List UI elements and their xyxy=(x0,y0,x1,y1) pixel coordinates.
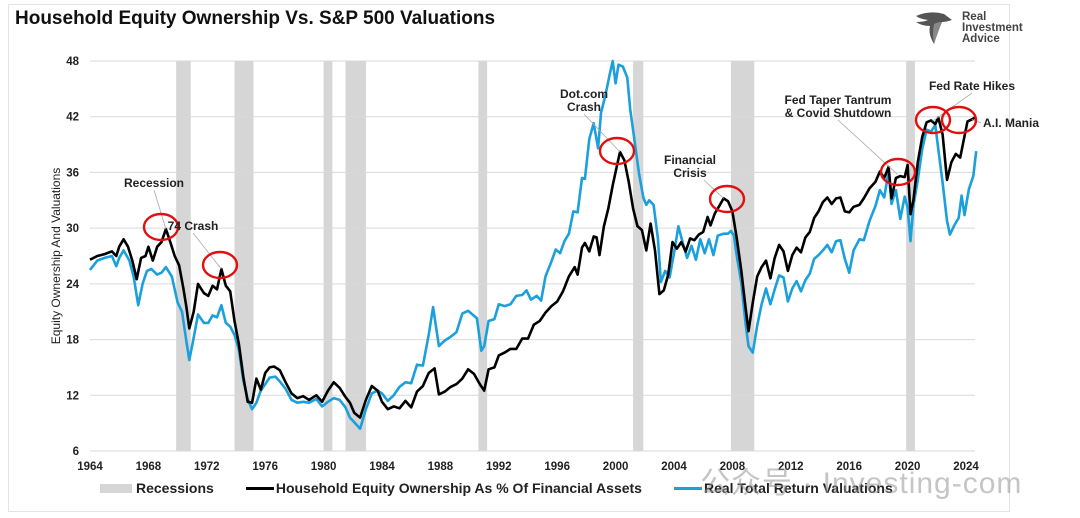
y-tick-label: 6 xyxy=(73,446,79,458)
y-tick-label: 18 xyxy=(66,335,79,347)
legend-item-recessions: Recessions xyxy=(100,480,214,496)
x-tick-label: 1988 xyxy=(428,461,454,473)
x-tick-label: 2020 xyxy=(895,461,921,473)
y-tick-label: 30 xyxy=(66,223,79,235)
recession-band xyxy=(345,61,366,451)
annotation-label: Recession xyxy=(124,176,184,190)
x-tick-label: 1980 xyxy=(311,461,337,473)
logo-line-2: Investment xyxy=(962,22,1023,34)
watermark: 公众号 · Investing-com xyxy=(700,467,1023,500)
x-tick-label: 2004 xyxy=(661,461,687,473)
recession-band xyxy=(633,61,644,451)
highlight-circle xyxy=(879,157,917,187)
annotation-label: 74 Crash xyxy=(168,219,219,233)
annotation-label: Crash xyxy=(567,100,601,114)
legend-swatch-household-equity xyxy=(245,486,274,490)
legend-swatch-recessions xyxy=(100,483,132,493)
logo-line-1: Real xyxy=(962,11,987,23)
highlight-circle xyxy=(201,250,239,280)
y-tick-label: 42 xyxy=(66,112,79,124)
annotation-leader xyxy=(153,189,167,230)
highlight-circle xyxy=(142,212,180,242)
brand-logo: Real Investment Advice xyxy=(912,10,1052,50)
legend-label-valuations: Real Total Return Valuations xyxy=(703,480,893,496)
recession-band xyxy=(478,61,488,451)
x-tick-label: 2016 xyxy=(836,461,862,473)
x-tick-label: 1984 xyxy=(369,461,395,473)
legend-swatch-valuations xyxy=(673,486,702,490)
annotation-label: Crisis xyxy=(673,166,707,180)
legend-label-recessions: Recessions xyxy=(136,480,214,496)
annotation-label: & Covid Shutdown xyxy=(785,106,892,120)
annotation-label: Financial xyxy=(664,153,716,167)
x-tick-label: 2008 xyxy=(720,461,746,473)
eagle-icon xyxy=(916,12,952,44)
annotation-leader xyxy=(837,119,898,175)
legend-item-valuations: Real Total Return Valuations xyxy=(673,480,893,496)
legend-item-household-equity: Household Equity Ownership As % Of Finan… xyxy=(245,480,642,496)
x-tick-label: 1996 xyxy=(544,461,570,473)
annotation-label: Fed Rate Hikes xyxy=(929,79,1015,93)
x-tick-label: 2012 xyxy=(778,461,804,473)
x-tick-label: 1992 xyxy=(486,461,512,473)
series-household-equity-line xyxy=(89,116,976,419)
y-axis-label: Equity Ownership And Valuations xyxy=(49,168,63,345)
chart-title: Household Equity Ownership Vs. S&P 500 V… xyxy=(15,8,496,29)
y-tick-label: 48 xyxy=(66,56,79,68)
x-tick-label: 1972 xyxy=(194,461,220,473)
recession-band xyxy=(176,61,191,451)
annotation-leader xyxy=(192,232,222,270)
highlight-circle xyxy=(914,105,952,135)
x-tick-label: 2000 xyxy=(603,461,629,473)
annotation-label: A.I. Mania xyxy=(983,116,1039,130)
x-tick-label: 1976 xyxy=(252,461,278,473)
annotation-label: Fed Taper Tantrum xyxy=(785,93,892,107)
y-tick-label: 36 xyxy=(66,167,79,179)
recession-band xyxy=(730,61,755,451)
highlight-circle xyxy=(598,136,636,166)
y-tick-label: 24 xyxy=(66,279,79,291)
y-tick-label: 12 xyxy=(66,390,79,402)
highlight-circle xyxy=(940,105,978,135)
logo-line-3: Advice xyxy=(962,33,1000,45)
recession-band xyxy=(906,61,915,451)
highlight-circle xyxy=(708,184,746,214)
x-tick-label: 1964 xyxy=(77,461,103,473)
x-tick-label: 1968 xyxy=(136,461,162,473)
chart-legend: Recessions Household Equity Ownership As… xyxy=(100,479,925,497)
recession-band xyxy=(234,61,254,451)
recession-band xyxy=(323,61,333,451)
annotation-label: Dot.com xyxy=(560,87,608,101)
legend-label-household-equity: Household Equity Ownership As % Of Finan… xyxy=(275,480,642,496)
x-tick-label: 2024 xyxy=(953,461,979,473)
annotation-leader xyxy=(583,113,621,153)
